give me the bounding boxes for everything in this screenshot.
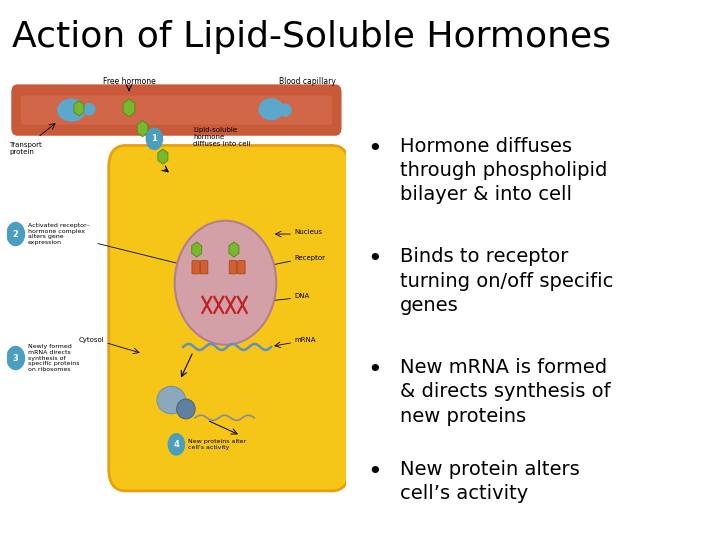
- Polygon shape: [229, 242, 239, 257]
- Text: Action of Lipid-Soluble Hormones: Action of Lipid-Soluble Hormones: [12, 20, 611, 54]
- Text: Lipid-soluble
hormone
diffuses into cell: Lipid-soluble hormone diffuses into cell: [193, 127, 251, 147]
- Text: •: •: [367, 247, 382, 271]
- FancyBboxPatch shape: [238, 261, 245, 274]
- Text: •: •: [367, 137, 382, 160]
- Ellipse shape: [57, 98, 86, 122]
- Text: Newly formed
mRNA directs
synthesis of
specific proteins
on ribosomes: Newly formed mRNA directs synthesis of s…: [27, 344, 79, 372]
- Ellipse shape: [175, 221, 276, 345]
- Text: New mRNA is formed
& directs synthesis of
new proteins: New mRNA is formed & directs synthesis o…: [400, 358, 611, 426]
- Text: •: •: [367, 460, 382, 484]
- Polygon shape: [138, 120, 148, 137]
- Circle shape: [7, 347, 24, 369]
- Circle shape: [168, 434, 184, 455]
- FancyBboxPatch shape: [192, 261, 199, 274]
- Circle shape: [146, 128, 163, 150]
- Text: DNA: DNA: [295, 293, 310, 299]
- Text: Binds to receptor
turning on/off specific
genes: Binds to receptor turning on/off specifi…: [400, 247, 613, 315]
- Polygon shape: [192, 242, 202, 257]
- Ellipse shape: [258, 98, 284, 120]
- Polygon shape: [158, 149, 168, 164]
- Text: Cytosol: Cytosol: [79, 338, 104, 343]
- Text: Transport
protein: Transport protein: [9, 142, 42, 155]
- FancyBboxPatch shape: [200, 261, 208, 274]
- Ellipse shape: [279, 104, 292, 117]
- Ellipse shape: [176, 399, 195, 419]
- Ellipse shape: [157, 386, 186, 414]
- Text: Nucleus: Nucleus: [295, 229, 323, 235]
- Text: 3: 3: [13, 354, 19, 362]
- Text: •: •: [367, 358, 382, 382]
- Text: New proteins alter
cell's activity: New proteins alter cell's activity: [188, 439, 246, 450]
- FancyBboxPatch shape: [109, 145, 349, 491]
- Text: mRNA: mRNA: [295, 338, 316, 343]
- FancyBboxPatch shape: [229, 261, 237, 274]
- FancyBboxPatch shape: [21, 96, 332, 125]
- Text: Activated receptor–
hormone complex
alters gene
expression: Activated receptor– hormone complex alte…: [27, 223, 89, 245]
- Text: 2: 2: [13, 230, 19, 239]
- Text: 1: 1: [151, 134, 158, 143]
- Text: Free hormone: Free hormone: [103, 77, 156, 86]
- Text: Receptor: Receptor: [295, 255, 326, 261]
- Text: Hormone diffuses
through phospholipid
bilayer & into cell: Hormone diffuses through phospholipid bi…: [400, 137, 607, 204]
- Polygon shape: [74, 101, 84, 116]
- Text: 4: 4: [174, 440, 179, 449]
- FancyBboxPatch shape: [12, 84, 341, 136]
- Text: New protein alters
cell’s activity: New protein alters cell’s activity: [400, 460, 580, 503]
- Circle shape: [7, 222, 24, 246]
- Ellipse shape: [83, 103, 96, 116]
- Text: Blood capillary: Blood capillary: [279, 77, 336, 86]
- Polygon shape: [123, 99, 135, 117]
